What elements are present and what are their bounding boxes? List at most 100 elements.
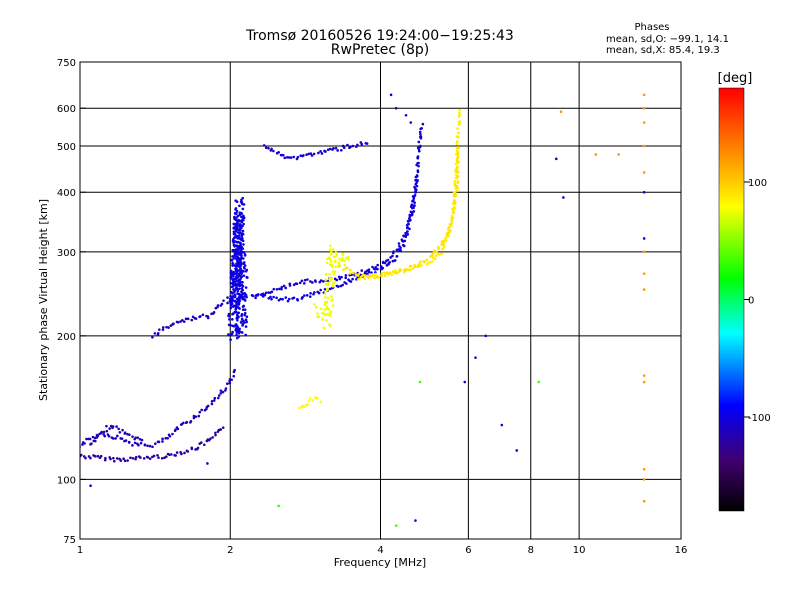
data-point [267, 146, 270, 150]
data-point [194, 317, 198, 320]
data-point [280, 287, 283, 291]
data-point [96, 454, 100, 458]
data-point [191, 315, 195, 319]
data-point [120, 437, 124, 440]
data-point [238, 274, 242, 278]
data-point [228, 381, 232, 385]
data-point [329, 253, 333, 256]
chart-subtitle: RwPretec (8p) [331, 42, 429, 58]
data-point [105, 424, 108, 428]
data-point [89, 484, 92, 488]
data-point [236, 255, 239, 258]
data-point [234, 257, 238, 260]
data-point [102, 430, 106, 434]
data-point [417, 263, 420, 267]
data-point [458, 120, 462, 123]
data-point [463, 380, 467, 384]
data-point [292, 155, 296, 159]
data-point [90, 442, 93, 445]
data-point [348, 268, 352, 272]
data-point [302, 154, 305, 157]
data-point [308, 397, 312, 400]
data-point [453, 179, 457, 183]
data-point [126, 459, 129, 462]
data-point [453, 199, 456, 202]
data-point [105, 429, 109, 433]
data-point [332, 272, 336, 276]
data-point [642, 288, 646, 291]
data-point [241, 239, 245, 243]
data-point [355, 277, 358, 281]
data-point [238, 281, 242, 285]
data-point [272, 287, 276, 291]
data-point [206, 462, 209, 465]
data-point [270, 290, 274, 294]
data-point [312, 152, 316, 156]
data-point [306, 278, 309, 281]
data-point [275, 296, 278, 300]
data-point [222, 299, 225, 302]
data-point [341, 256, 344, 260]
data-point [390, 273, 394, 277]
data-point [457, 131, 460, 135]
data-point [242, 262, 246, 266]
data-point [103, 434, 107, 438]
data-point [233, 295, 237, 299]
data-point [226, 296, 229, 299]
data-point [98, 432, 101, 436]
data-point [445, 235, 449, 238]
data-point [457, 111, 461, 115]
data-point [213, 396, 217, 400]
data-point [329, 250, 333, 254]
data-point [311, 281, 314, 284]
data-point [456, 180, 460, 183]
data-point [206, 315, 210, 318]
data-point [300, 279, 304, 283]
data-point [245, 320, 248, 324]
series-13 [89, 93, 646, 522]
data-point [432, 251, 435, 254]
data-point [326, 148, 330, 152]
data-point [399, 246, 402, 250]
data-point [174, 454, 177, 457]
data-point [186, 450, 190, 453]
y-axis-ticks: 75 100 200 300 400 500 600 750 [57, 58, 86, 546]
data-point [229, 281, 233, 285]
data-point [237, 283, 241, 287]
data-point [642, 144, 646, 148]
data-point [236, 316, 240, 319]
data-point [234, 277, 237, 281]
data-point [121, 428, 124, 432]
data-point [330, 277, 334, 281]
data-point [256, 293, 260, 296]
data-point [136, 436, 140, 439]
data-point [161, 328, 165, 331]
series-1 [80, 368, 236, 449]
data-point [373, 276, 376, 280]
data-point [397, 242, 401, 245]
data-point [231, 284, 235, 288]
data-point [275, 287, 279, 291]
data-point [262, 144, 266, 147]
data-point [305, 294, 309, 297]
data-point [84, 456, 87, 460]
data-point [280, 285, 284, 289]
data-point [122, 457, 125, 461]
data-point [115, 425, 118, 428]
data-point [112, 456, 115, 460]
data-point [244, 269, 248, 273]
data-point [376, 267, 379, 271]
data-point [333, 255, 337, 259]
data-point [423, 260, 427, 264]
series-4 [262, 141, 369, 161]
data-point [447, 226, 450, 230]
data-point [433, 249, 436, 252]
data-point [282, 284, 286, 288]
data-point [317, 315, 321, 318]
data-point [229, 306, 233, 310]
data-point [112, 437, 115, 440]
data-point [244, 293, 248, 297]
data-point [324, 278, 328, 281]
data-point [417, 164, 420, 168]
data-point [284, 286, 288, 290]
